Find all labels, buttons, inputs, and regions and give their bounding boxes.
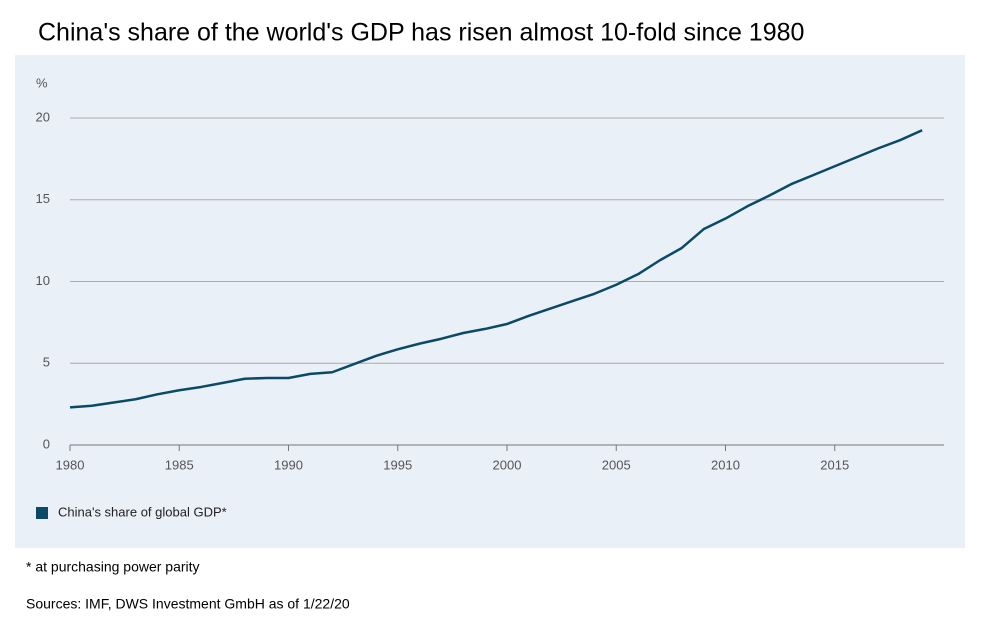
y-tick-label: 15	[36, 191, 50, 206]
y-tick-label: 0	[43, 436, 50, 451]
legend-swatch	[36, 507, 48, 519]
y-tick-label: 20	[36, 109, 50, 124]
chart-panel	[15, 55, 965, 548]
x-tick-label: 2005	[602, 457, 631, 472]
y-tick-label: 5	[43, 355, 50, 370]
source: Sources: IMF, DWS Investment GmbH as of …	[26, 596, 350, 612]
x-tick-label: 1985	[165, 457, 194, 472]
legend-label: China's share of global GDP*	[58, 504, 227, 519]
chart-title: China's share of the world's GDP has ris…	[38, 19, 804, 47]
y-tick-label: 10	[36, 273, 50, 288]
x-tick-label: 2015	[820, 457, 849, 472]
data-line	[69, 129, 923, 409]
x-tick-label: 1995	[383, 457, 412, 472]
x-tick-label: 2000	[493, 457, 522, 472]
x-tick-label: 1990	[274, 457, 303, 472]
footnote: * at purchasing power parity	[26, 559, 200, 575]
y-axis-label: %	[36, 75, 48, 90]
x-tick-label: 1980	[56, 457, 85, 472]
x-tick-label: 2010	[711, 457, 740, 472]
